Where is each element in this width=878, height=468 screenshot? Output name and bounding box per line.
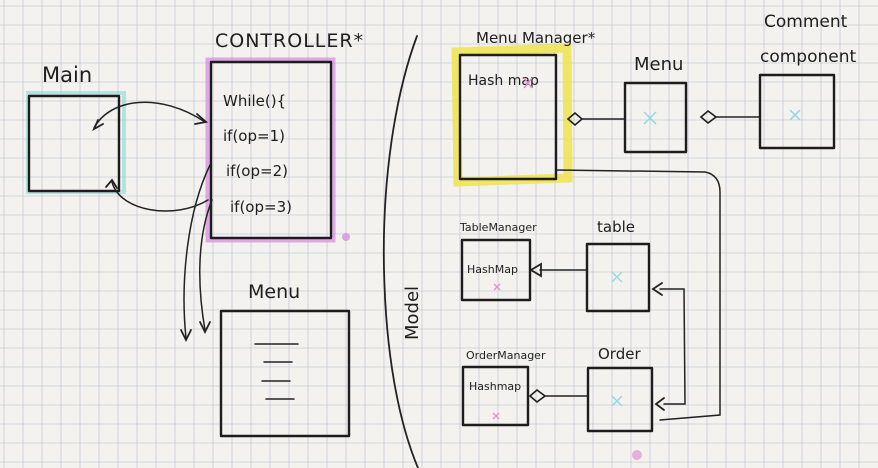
main-controller-arrow: [93, 101, 206, 129]
menu-box: [623, 81, 688, 154]
menu-view-lines: [254, 343, 299, 400]
arrowhead: [105, 178, 118, 189]
arrowhead: [180, 329, 192, 343]
order-label: Order: [598, 345, 641, 363]
pink-mark: [492, 412, 500, 420]
pink-mark: [523, 77, 533, 89]
menu-manager-hashmap: Hash map: [468, 73, 539, 89]
pink-dot: [632, 450, 642, 460]
order-box: [586, 366, 654, 433]
menu-label: Menu: [634, 54, 683, 75]
menu-manager-label: Menu Manager*: [476, 29, 596, 47]
code-line: if(op=3): [230, 198, 292, 216]
table-manager-label: TableManager: [459, 221, 537, 234]
cyan-mark: [611, 395, 623, 407]
cyan-mark: [611, 271, 623, 283]
aggregation-diamond: [699, 109, 718, 125]
comment-label: Comment: [764, 12, 848, 32]
controller-menu-arrow-2: [199, 199, 213, 331]
cyan-mark: [643, 111, 657, 125]
pink-dot: [342, 233, 350, 241]
order-manager-label: OrderManager: [466, 349, 546, 362]
arrowhead: [194, 113, 208, 125]
order-manager-hashmap: Hashmap: [469, 380, 521, 393]
main-highlight: [26, 91, 126, 194]
code-line: if(op=2): [226, 162, 288, 180]
table-order-link: [659, 288, 686, 405]
aggregation-diamond: [566, 111, 584, 127]
menu-manager-highlight: [451, 43, 573, 187]
controller-highlight: [205, 57, 336, 243]
pink-mark: [493, 283, 501, 291]
controller-code: While(){ if(op=1) if(op=2) if(op=3): [223, 92, 292, 216]
view-model-divider: [382, 35, 419, 468]
table-box: [585, 242, 651, 313]
aggregation-diamond: [528, 388, 547, 404]
main-label: Main: [42, 63, 92, 87]
table-manager-hashmap: HashMap: [467, 263, 518, 276]
cyan-mark: [789, 109, 801, 121]
arrowhead: [651, 282, 663, 296]
comment-component-box: [758, 73, 836, 150]
menu-manager-box: [458, 53, 558, 181]
arrowhead: [529, 262, 542, 278]
code-line: if(op=1): [223, 127, 285, 145]
menu-view-label: Menu: [248, 281, 300, 303]
component-label: component: [760, 47, 857, 67]
main-box: [27, 94, 121, 193]
controller-label: CONTROLLER*: [215, 30, 364, 52]
arrowhead: [199, 321, 211, 335]
main-controller-arrow-2: [111, 181, 209, 212]
model-label: Model: [402, 286, 423, 340]
order-manager-box: [461, 365, 530, 427]
controller-menu-arrow: [183, 164, 211, 339]
menu-manager-long-link: [555, 169, 721, 421]
code-line: While(){: [223, 92, 286, 110]
menu-view-box: [219, 309, 351, 438]
arrowhead: [654, 397, 665, 411]
table-label: table: [597, 218, 635, 236]
arrowhead: [92, 119, 104, 132]
controller-box: [209, 60, 333, 240]
